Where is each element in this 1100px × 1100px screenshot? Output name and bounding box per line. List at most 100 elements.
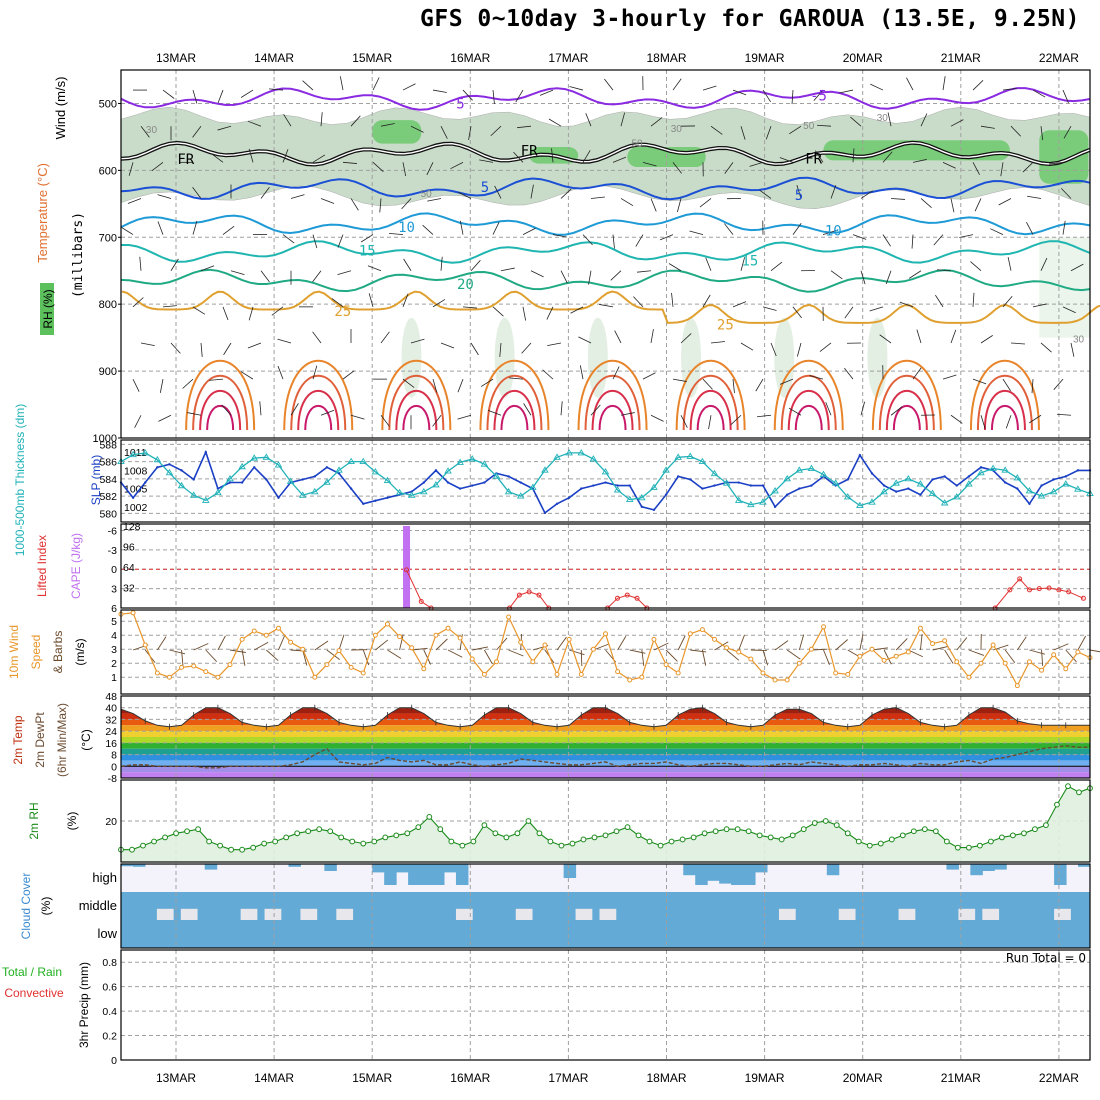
wind-barb: [612, 366, 620, 380]
cloud-bar-low: [372, 920, 385, 948]
wind10m-point: [627, 677, 633, 683]
thickness-point: [977, 468, 985, 476]
wind-barb: [789, 125, 802, 135]
wind-barb: [1062, 220, 1066, 235]
thickness-point: [868, 498, 876, 505]
wind-barb: [230, 270, 245, 275]
wind10m-point: [821, 624, 827, 630]
rh-contour-label: 30: [877, 113, 889, 124]
run-total-label: Run Total = 0: [1005, 951, 1086, 965]
cloud-bar-high: [994, 864, 1007, 870]
wind10m-barb: [435, 638, 448, 651]
temp-tick: 0: [111, 761, 117, 773]
wind10m-point: [179, 664, 185, 670]
wind10m-barb: [665, 649, 678, 662]
wind-barb: [792, 223, 802, 235]
thickness-point: [674, 453, 682, 460]
cloud-bar-middle: [695, 892, 708, 920]
wind-barb: [209, 378, 224, 381]
slp-point: [798, 487, 801, 490]
rh2m-point: [426, 814, 433, 820]
rh2m-point: [195, 826, 201, 833]
cloud-bar-low: [491, 920, 505, 948]
wind-barb: [440, 342, 455, 349]
wind-barb: [759, 189, 772, 199]
cloud-bar-middle: [1018, 892, 1031, 920]
rh2m-point: [173, 830, 179, 837]
thickness-point: [747, 500, 755, 508]
wind-barb: [312, 234, 318, 249]
chart-title: GFS 0~10day 3-hourly for GAROUA (13.5E, …: [420, 6, 1080, 32]
cloud-bar-middle: [886, 892, 900, 920]
cloud-gap: [156, 908, 174, 920]
thickness-point: [1013, 474, 1022, 481]
wind-barb: [724, 223, 734, 235]
wind10m-point: [372, 632, 378, 638]
rh2m-point: [613, 828, 620, 835]
wind-barb: [200, 265, 215, 272]
slp-point: [689, 478, 692, 481]
thickness-point: [856, 501, 864, 509]
wind-barb: [462, 89, 473, 101]
wind-barb: [869, 306, 884, 312]
cloud-bar-low: [671, 920, 684, 948]
rh2m-point: [536, 830, 543, 837]
date-label-top: 15MAR: [352, 51, 392, 65]
rh2m-point: [217, 842, 224, 849]
wind10m-point: [457, 635, 463, 641]
isotherm-dome: [689, 390, 732, 431]
cloud-axis-label: Cloud Cover: [19, 873, 33, 940]
wind-barb: [1029, 414, 1042, 424]
isotherm-dome: [388, 375, 445, 431]
rh2m-point: [999, 834, 1005, 841]
wind-barb: [569, 86, 584, 91]
isotherm-dome: [199, 390, 242, 431]
wind10m-point: [784, 677, 790, 683]
wind10m-point: [360, 670, 366, 676]
cloud-bar-low: [121, 920, 134, 948]
cloud-bar-middle: [683, 892, 696, 920]
contour-label: 15: [359, 244, 376, 260]
wind10m-point: [893, 653, 899, 659]
wind-barb: [650, 414, 664, 422]
cloud-gap: [599, 908, 617, 920]
slp-point: [1052, 478, 1055, 481]
wind-barb: [132, 297, 144, 308]
isotherm-dome: [584, 375, 641, 431]
wind-barb: [1057, 413, 1072, 416]
wind-barb: [492, 90, 495, 105]
slp-point: [1028, 502, 1031, 505]
wind-barb: [350, 198, 359, 211]
rh2m-point: [272, 838, 279, 845]
wind10m-point: [130, 610, 136, 616]
cloud-gap: [778, 908, 796, 920]
wind-barb: [614, 330, 622, 344]
slp-point: [1004, 481, 1007, 484]
cloud-bar-low: [527, 920, 541, 948]
wind-barb: [680, 415, 688, 428]
wind10m-point: [469, 656, 475, 662]
wind-barb: [850, 116, 862, 127]
slp-point: [483, 481, 486, 484]
rh2m-point: [767, 834, 774, 841]
wind-barb: [1000, 162, 1004, 177]
thickness-point: [686, 452, 695, 459]
slp-point: [858, 453, 862, 457]
wind-barb: [770, 342, 777, 357]
wind-barb: [158, 414, 172, 422]
cloud-bar-low: [348, 920, 361, 948]
wind-barb: [1007, 256, 1012, 271]
slp-point: [761, 484, 765, 487]
isotherm-dome: [983, 390, 1026, 431]
wind-barb: [282, 149, 289, 163]
slp-point: [349, 487, 353, 490]
wind-barb: [839, 89, 854, 94]
wind-barb: [779, 157, 794, 163]
wind-barb: [702, 378, 713, 390]
rh-area-30: [681, 317, 702, 398]
wind10m-barb: [653, 642, 669, 651]
cloud-bar-low: [180, 920, 194, 948]
wind10m-point: [833, 670, 839, 676]
li-tick: -3: [108, 545, 117, 557]
